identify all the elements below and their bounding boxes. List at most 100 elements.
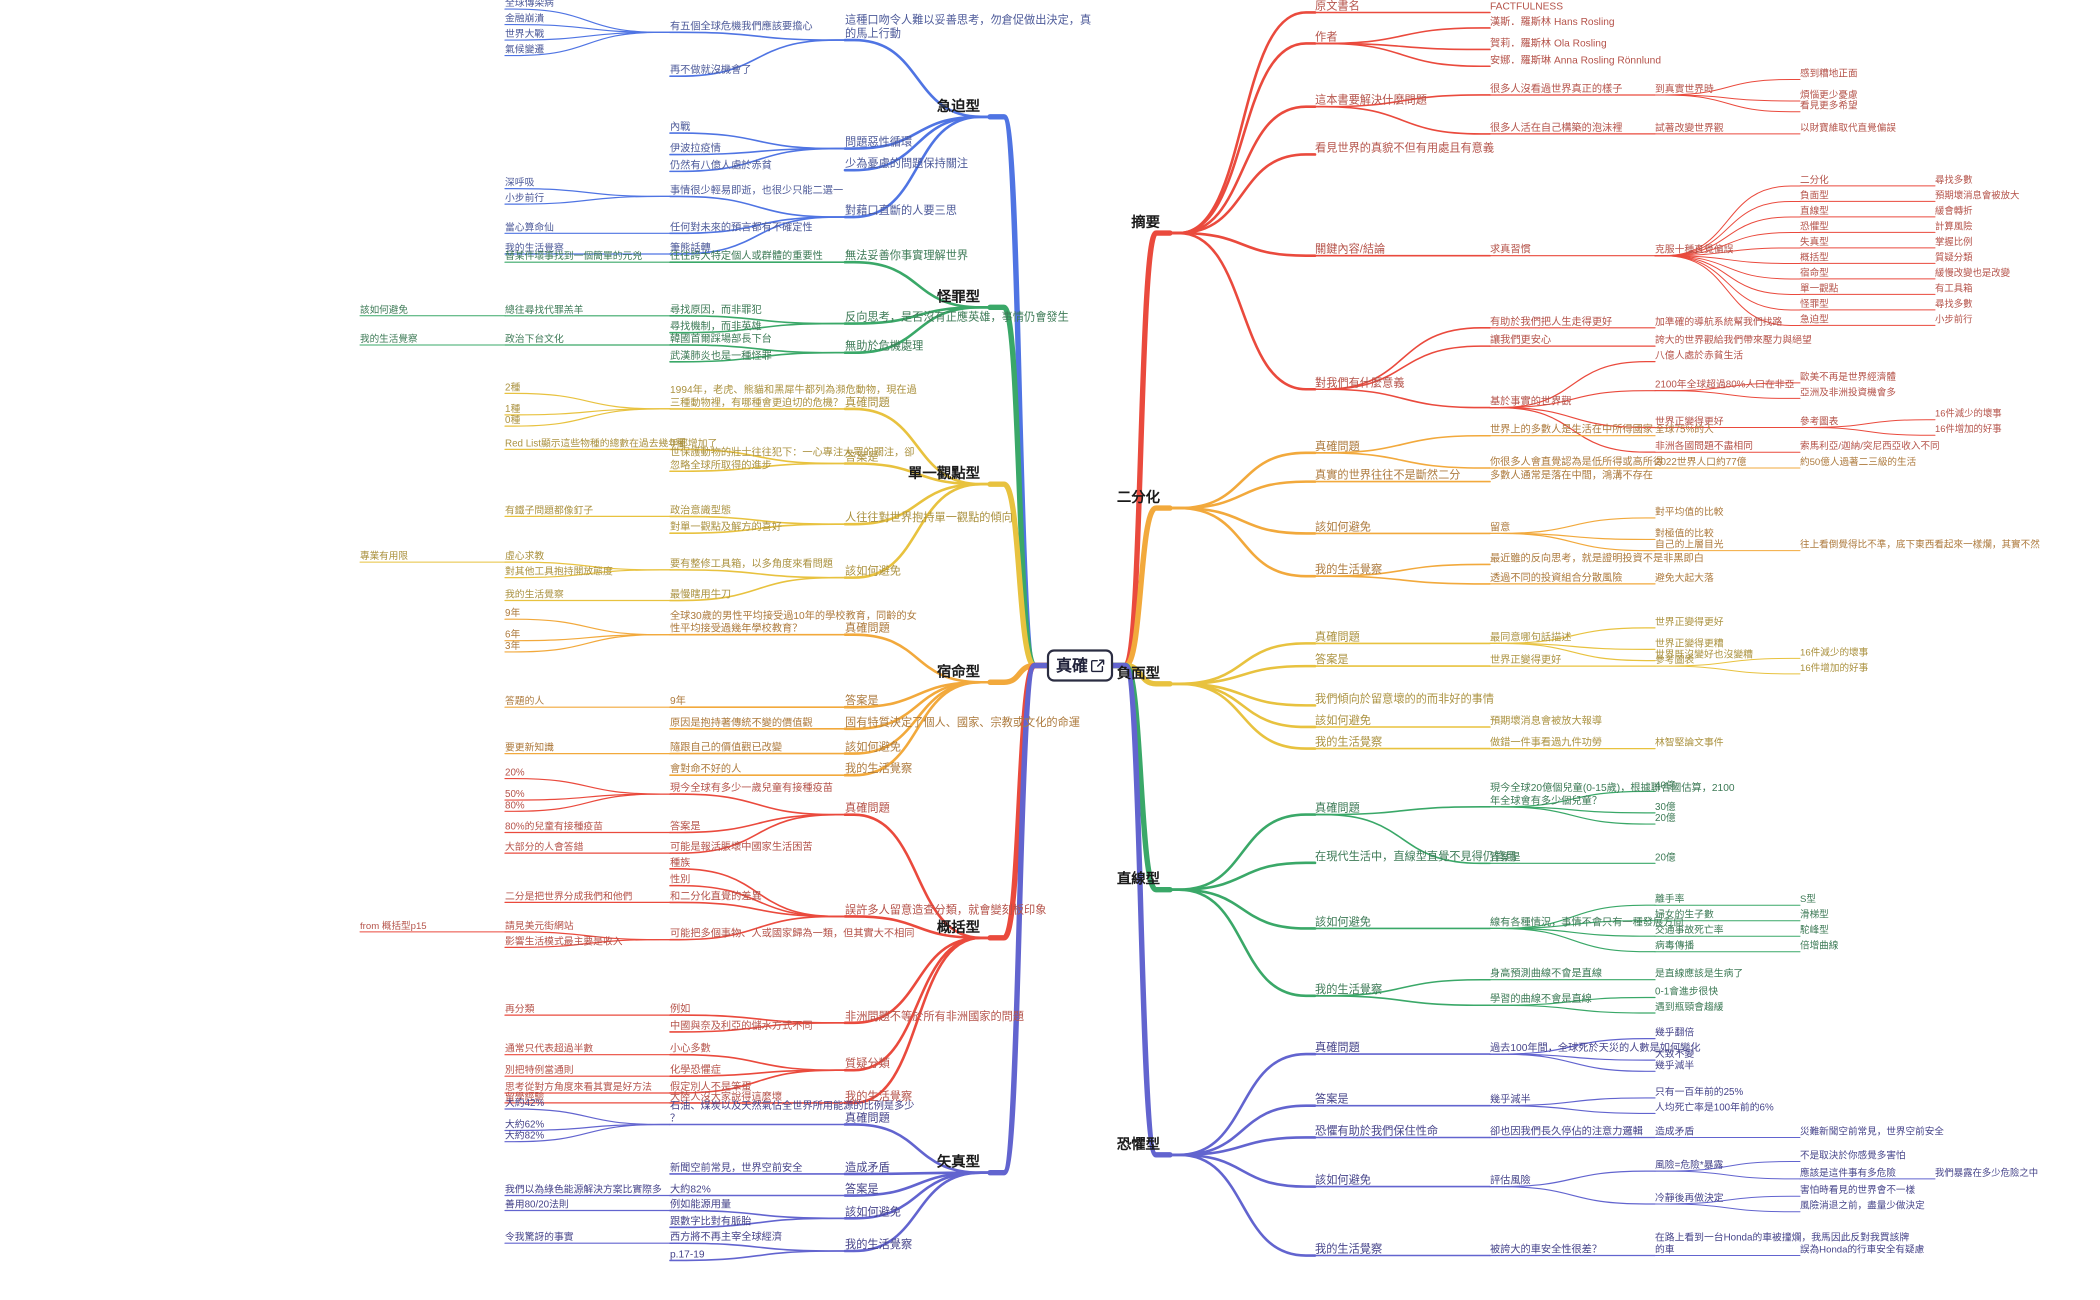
svg-text:造成矛盾: 造成矛盾 <box>845 1160 890 1174</box>
svg-text:9年: 9年 <box>505 606 520 619</box>
svg-text:誇大的世界觀給我們帶來壓力與絕望: 誇大的世界觀給我們帶來壓力與絕望 <box>1655 333 1812 346</box>
svg-text:在現代生活中，直線型直覺不見得仍管用: 在現代生活中，直線型直覺不見得仍管用 <box>1315 849 1516 863</box>
svg-text:現今全球20億個兒童(0-15歲)，根據聯合國估算，2100: 現今全球20億個兒童(0-15歲)，根據聯合國估算，2100 <box>1490 781 1735 794</box>
svg-text:80%: 80% <box>505 800 525 811</box>
svg-text:該如何避免: 該如何避免 <box>1315 519 1371 533</box>
svg-text:9年: 9年 <box>670 694 686 707</box>
svg-text:的車: 的車 <box>1655 1243 1675 1256</box>
svg-text:答案是: 答案是 <box>845 693 879 707</box>
svg-text:最同意哪句話描述: 最同意哪句話描述 <box>1490 630 1572 643</box>
svg-text:尋找原因，而非罪犯: 尋找原因，而非罪犯 <box>670 303 762 316</box>
svg-text:試著改變世界觀: 試著改變世界觀 <box>1655 121 1724 134</box>
svg-text:0種: 0種 <box>505 413 520 426</box>
svg-text:事情很少輕易即逝，也很少只能二選一: 事情很少輕易即逝，也很少只能二選一 <box>670 183 843 196</box>
svg-text:往往誇大特定個人或群體的重要性: 往往誇大特定個人或群體的重要性 <box>670 249 823 262</box>
svg-text:韓國首爾踩場部長下台: 韓國首爾踩場部長下台 <box>670 332 772 345</box>
svg-text:概括型: 概括型 <box>1800 251 1829 263</box>
svg-text:新聞空前常見，世界空前安全: 新聞空前常見，世界空前安全 <box>670 1161 802 1174</box>
svg-text:善用80/20法則: 善用80/20法則 <box>505 1198 569 1211</box>
svg-text:p.17-19: p.17-19 <box>670 1249 705 1260</box>
svg-text:多數人通常是落在中間，鴻溝不存在: 多數人通常是落在中間，鴻溝不存在 <box>1490 469 1653 482</box>
svg-text:世界上的多數人是生活在中所得國家: 世界上的多數人是生活在中所得國家 <box>1490 423 1653 436</box>
svg-text:恐懼型: 恐懼型 <box>1117 1135 1160 1153</box>
svg-text:非洲各國問題不盡相同: 非洲各國問題不盡相同 <box>1655 439 1753 452</box>
svg-text:原因是抱持著傳統不變的價值觀: 原因是抱持著傳統不變的價值觀 <box>670 716 813 729</box>
svg-text:問題惡性循環: 問題惡性循環 <box>845 135 912 149</box>
svg-text:八億人處於赤貧生活: 八億人處於赤貧生活 <box>1655 349 1743 362</box>
svg-text:世界正變得更好: 世界正變得更好 <box>1490 653 1561 666</box>
svg-text:1994年，老虎、熊貓和黑犀牛都列為瀕危動物，現在過: 1994年，老虎、熊貓和黑犀牛都列為瀕危動物，現在過 <box>670 383 917 396</box>
svg-text:緩會轉折: 緩會轉折 <box>1935 205 1973 216</box>
svg-text:反向思考，是否沒有正應英雄，事情仍會發生: 反向思考，是否沒有正應英雄，事情仍會發生 <box>845 310 1069 324</box>
svg-text:和二分化直覺的差異: 和二分化直覺的差異 <box>670 889 762 902</box>
svg-text:我的生活覺察: 我的生活覺察 <box>505 588 564 601</box>
svg-text:大部分的人會答錯: 大部分的人會答錯 <box>505 840 584 853</box>
svg-text:真確問題: 真確問題 <box>845 621 890 635</box>
svg-text:？: ？ <box>670 1114 680 1125</box>
svg-text:該如何避免: 該如何避免 <box>1315 1173 1371 1187</box>
svg-text:性平均接受過幾年學校教育？: 性平均接受過幾年學校教育？ <box>670 622 802 635</box>
svg-text:小步前行: 小步前行 <box>1935 313 1973 324</box>
svg-text:無法妥善你事實理解世界: 無法妥善你事實理解世界 <box>845 248 968 262</box>
svg-text:令我驚訝的事實: 令我驚訝的事實 <box>505 1230 574 1243</box>
svg-text:全球傳染病: 全球傳染病 <box>505 0 554 9</box>
svg-text:宿命型: 宿命型 <box>1800 267 1829 279</box>
svg-text:20億: 20億 <box>1655 811 1676 824</box>
svg-text:最近雖的反向思考，就是證明投資不是非黑即白: 最近雖的反向思考，就是證明投資不是非黑即白 <box>1490 551 1704 564</box>
svg-text:害怕時看見的世界會不一樣: 害怕時看見的世界會不一樣 <box>1800 1184 1916 1196</box>
svg-text:很多人沒看過世界真正的樣子: 很多人沒看過世界真正的樣子 <box>1490 82 1622 95</box>
svg-text:恐懼型: 恐懼型 <box>1800 220 1829 232</box>
svg-text:你很多人會直覺認為是低所得或高所得: 你很多人會直覺認為是低所得或高所得 <box>1490 455 1663 468</box>
svg-text:這本書要解決什麼問題: 這本書要解決什麼問題 <box>1315 93 1427 107</box>
svg-text:學習的曲線不會是直線: 學習的曲線不會是直線 <box>1490 992 1592 1005</box>
svg-text:80%的兒童有接種疫苗: 80%的兒童有接種疫苗 <box>505 820 603 833</box>
svg-text:6年: 6年 <box>505 628 520 641</box>
svg-text:我的生活覺察: 我的生活覺察 <box>1315 562 1382 576</box>
svg-text:真確問題: 真確問題 <box>1315 439 1360 453</box>
svg-text:對極值的比較: 對極值的比較 <box>1655 526 1714 539</box>
svg-text:在路上看到一台Honda的車被撞爛，我馬因此反對我買該牌: 在路上看到一台Honda的車被撞爛，我馬因此反對我買該牌 <box>1655 1230 1909 1243</box>
svg-text:真實的世界往往不是斷然二分: 真實的世界往往不是斷然二分 <box>1315 468 1460 482</box>
svg-text:看見更多希望: 看見更多希望 <box>1800 100 1858 112</box>
svg-text:性別: 性別 <box>670 873 690 886</box>
svg-text:單一觀點型: 單一觀點型 <box>908 464 980 482</box>
svg-text:金融崩潰: 金融崩潰 <box>505 12 544 25</box>
svg-text:概括型: 概括型 <box>937 918 980 936</box>
svg-text:3年: 3年 <box>505 639 520 652</box>
svg-text:做錯一件事看過九件功勞: 做錯一件事看過九件功勞 <box>1490 736 1602 749</box>
svg-text:16件增加的好事: 16件增加的好事 <box>1800 662 1869 674</box>
svg-text:求真習慣: 求真習慣 <box>1490 243 1531 256</box>
svg-text:對我們有什麼意義: 對我們有什麼意義 <box>1315 375 1405 389</box>
svg-text:質疑分類: 質疑分類 <box>845 1056 890 1070</box>
svg-text:原文書名: 原文書名 <box>1315 0 1360 13</box>
svg-text:關鍵內容/結論: 關鍵內容/結論 <box>1315 242 1385 256</box>
svg-text:這種口吻令人難以妥善思考，勿倉促做出決定，真: 這種口吻令人難以妥善思考，勿倉促做出決定，真 <box>845 12 1091 26</box>
svg-text:克服十種直覺偏誤: 克服十種直覺偏誤 <box>1655 243 1734 256</box>
svg-text:到真實世界時: 到真實世界時 <box>1655 82 1714 95</box>
svg-text:該如何避免: 該如何避免 <box>845 740 901 754</box>
svg-text:我的生活覺察: 我的生活覺察 <box>360 333 418 345</box>
svg-text:加準確的導航系統幫我們找路: 加準確的導航系統幫我們找路 <box>1655 315 1783 328</box>
svg-text:真確: 真確 <box>1056 656 1088 675</box>
svg-text:答案是: 答案是 <box>1315 1092 1349 1106</box>
svg-text:50%: 50% <box>505 789 525 800</box>
svg-text:摘要: 摘要 <box>1131 213 1160 231</box>
svg-text:怪罪型: 怪罪型 <box>937 287 980 305</box>
svg-text:武漢肺炎也是一種怪罪: 武漢肺炎也是一種怪罪 <box>670 349 772 362</box>
svg-text:再分類: 再分類 <box>505 1003 535 1015</box>
svg-text:計算風險: 計算風險 <box>1935 220 1973 231</box>
svg-text:20億: 20億 <box>1655 850 1676 863</box>
svg-text:現今全球有多少一歲兒童有接種疫苗: 現今全球有多少一歲兒童有接種疫苗 <box>670 781 833 794</box>
svg-text:約50億人過著二三級的生活: 約50億人過著二三級的生活 <box>1800 456 1917 468</box>
svg-text:少為憂慮的問題保持關注: 少為憂慮的問題保持關注 <box>845 156 968 170</box>
svg-text:答案是: 答案是 <box>845 1182 879 1196</box>
svg-text:1種: 1種 <box>505 402 520 415</box>
svg-text:婦女的生子數: 婦女的生子數 <box>1655 908 1714 921</box>
svg-text:直線型: 直線型 <box>1117 870 1160 888</box>
svg-text:from 概括型p15: from 概括型p15 <box>360 920 427 932</box>
svg-text:有工具箱: 有工具箱 <box>1935 282 1973 293</box>
svg-text:對單一觀點及解方的喜好: 對單一觀點及解方的喜好 <box>670 520 782 533</box>
svg-text:作者: 作者 <box>1315 31 1337 44</box>
svg-text:內戰: 內戰 <box>670 121 690 133</box>
svg-text:宿命型: 宿命型 <box>937 662 980 680</box>
